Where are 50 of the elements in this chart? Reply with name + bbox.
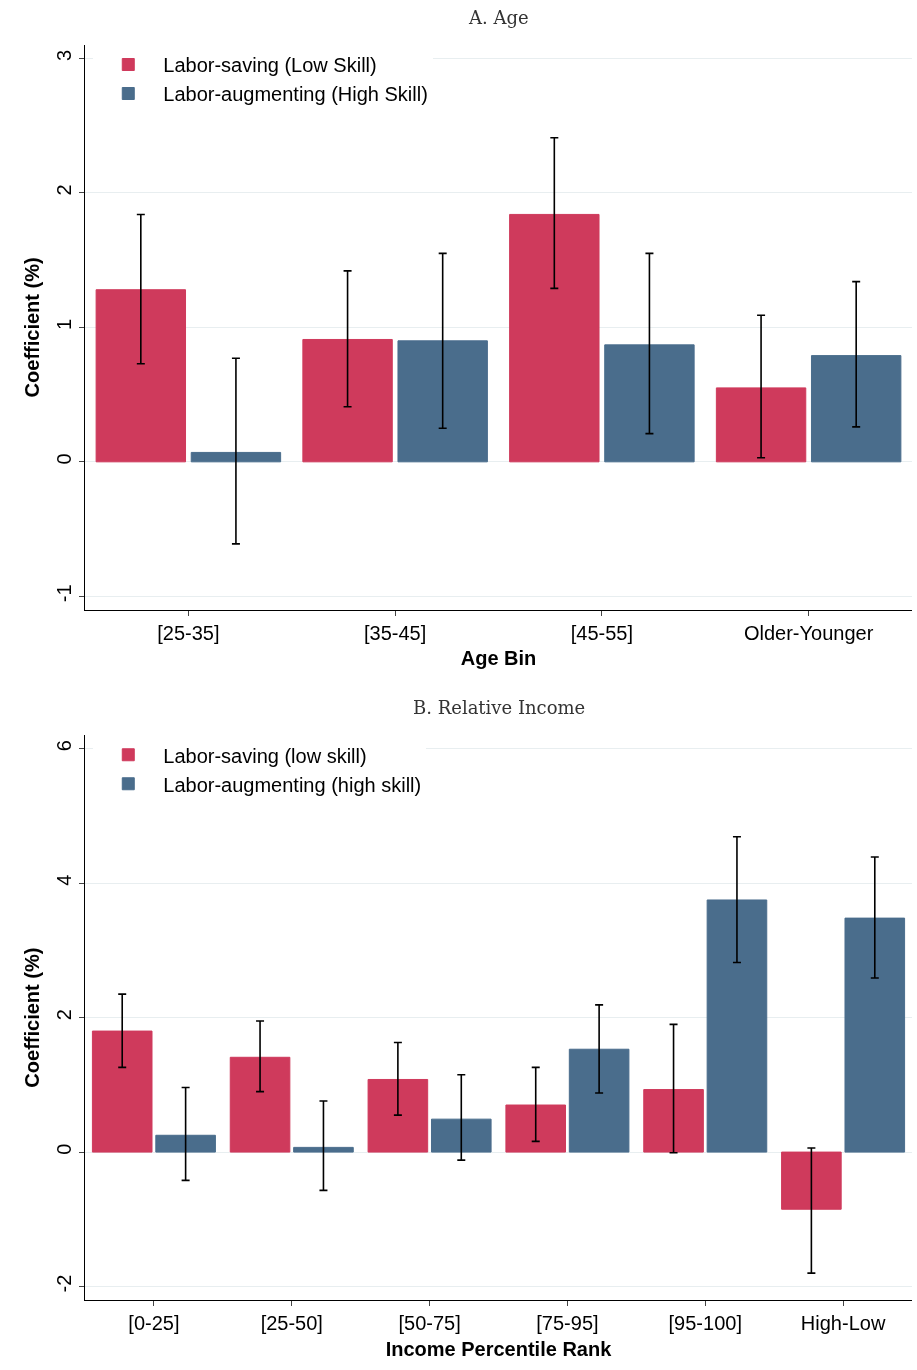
legend-label: Labor-saving (Low Skill) [163, 54, 377, 77]
bar [706, 899, 768, 1153]
y-tick-label: -2 [53, 1274, 75, 1293]
bar [715, 387, 807, 463]
bar [155, 1134, 216, 1153]
x-tick-label: High-Low [800, 1312, 886, 1334]
bar [430, 1118, 492, 1153]
bar [190, 451, 282, 463]
x-tick-label: [45-55] [570, 621, 634, 644]
bar [397, 340, 488, 463]
bar [781, 1151, 842, 1210]
x-tick-label: [0-25] [128, 1312, 180, 1334]
x-axis-title: Age Bin [460, 647, 537, 670]
bar [367, 1078, 429, 1153]
bar [505, 1104, 567, 1153]
x-tick-label: Older-Younger [743, 621, 874, 644]
bar [293, 1146, 354, 1153]
y-tick-label: 2 [53, 1009, 75, 1021]
y-tick-label: 3 [53, 49, 75, 62]
x-tick-label: [25-50] [260, 1312, 323, 1334]
chart-title: B. Relative Income [413, 697, 586, 718]
chart-title: A. Age [468, 7, 529, 28]
legend-label: Labor-augmenting (High Skill) [163, 83, 428, 106]
x-axis-title: Income Percentile Rank [385, 1337, 613, 1360]
y-tick-label: 4 [53, 874, 75, 886]
legend-label: Labor-saving (low skill) [163, 744, 367, 767]
bar [509, 213, 600, 463]
x-tick-label: [35-45] [364, 621, 427, 644]
bar [810, 355, 902, 463]
x-tick-label: [75-95] [536, 1312, 599, 1334]
y-tick-label: 1 [53, 318, 75, 330]
bar [91, 1030, 153, 1153]
bar [229, 1056, 291, 1153]
y-tick-label: 2 [53, 184, 75, 196]
bar [95, 289, 187, 463]
bar [568, 1048, 630, 1153]
x-tick-label: [50-75] [398, 1312, 461, 1334]
y-tick-label: 0 [53, 453, 75, 465]
y-tick-label: 0 [53, 1143, 75, 1155]
bar [604, 344, 695, 463]
y-axis-title: Coefficient (%) [20, 257, 43, 398]
bar [844, 917, 906, 1153]
x-tick-label: [95-100] [668, 1312, 742, 1334]
bar [302, 338, 393, 463]
x-tick-label: [25-35] [157, 621, 220, 644]
bar [643, 1089, 704, 1153]
legend-label: Labor-augmenting (high skill) [163, 773, 422, 796]
y-tick-label: 6 [53, 740, 75, 752]
y-tick-label: -1 [53, 584, 75, 603]
y-axis-title: Coefficient (%) [20, 947, 43, 1088]
